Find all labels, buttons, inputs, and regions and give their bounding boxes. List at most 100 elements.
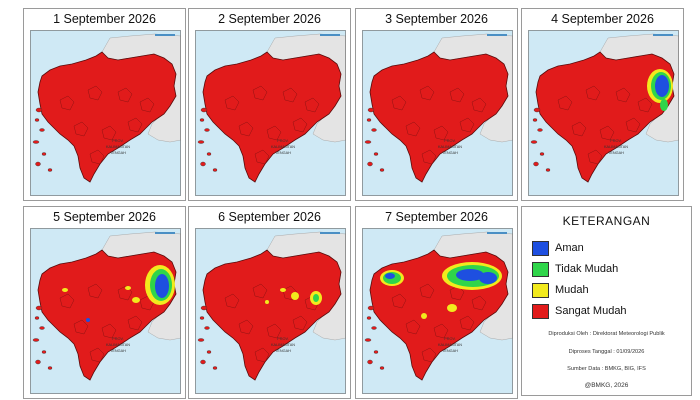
island [199,316,205,320]
legend-label: Tidak Mudah [555,263,619,275]
map-frame [528,30,679,196]
district-boundary [73,319,89,335]
map-panel-day-3: 3 September 2026 PROV. KALIMANTAN TENGAH [355,8,518,201]
map-frame [30,228,181,394]
district-boundary [87,283,103,299]
island [47,168,53,172]
district-boundary [266,323,282,339]
map-frame [195,228,346,394]
risk-patch [660,99,668,111]
province-label: TENGAH [442,349,458,353]
province-label: PROV. [112,337,123,341]
district-boundary [59,293,75,309]
province-land [37,249,177,381]
district-boundary [59,95,75,111]
island [34,118,40,122]
fire-risk-map: PROV. KALIMANTAN TENGAH [30,30,181,196]
island [373,350,379,354]
district-boundary [224,95,240,111]
island [35,359,41,365]
district-boundary [139,295,155,311]
district-boundary [101,323,117,339]
risk-patch [86,318,90,322]
legend-title: KETERANGAN [562,214,651,228]
legend-panel: KETERANGAN Aman Tidak Mudah Mudah Sangat… [521,206,692,396]
legend-swatch [532,303,549,319]
district-boundary [127,117,143,133]
district-boundary [557,95,573,111]
province-label: PROV. [277,337,288,341]
risk-patch [421,313,427,319]
island [197,338,205,342]
risk-patch [456,269,484,281]
province-label: KALIMANTAN [271,343,295,347]
district-boundary [433,323,449,339]
island [367,107,375,113]
river-line [155,232,175,234]
district-boundary [471,97,487,113]
province-label: TENGAH [275,349,291,353]
map-frame [30,30,181,196]
legend-item-tidak-mudah: Tidak Mudah [532,261,618,277]
province-label: PROV. [444,337,455,341]
district-boundary [405,319,421,335]
island [34,316,40,320]
district-boundary [405,121,421,137]
fire-risk-map: PROV. KALIMANTAN TENGAH [362,30,513,196]
island [532,118,538,122]
island [533,161,539,167]
island [200,305,208,311]
district-boundary [89,347,105,363]
map-panel-day-2: 2 September 2026 PROV. KALIMANTAN TENGAH [188,8,351,201]
legend-item-sangat-mudah: Sangat Mudah [532,303,627,319]
district-boundary [459,315,475,331]
island [364,338,372,342]
risk-patch [62,288,68,292]
province-label: TENGAH [608,151,624,155]
district-boundary [252,283,268,299]
district-boundary [87,85,103,101]
district-boundary [585,85,601,101]
district-boundary [304,97,320,113]
island [539,152,545,156]
island [367,305,375,311]
province-label: KALIMANTAN [106,343,130,347]
district-boundary [292,117,308,133]
risk-patch [385,273,395,279]
district-boundary [421,149,437,165]
district-boundary [571,121,587,137]
island [35,107,43,113]
river-line [653,34,673,36]
island [537,128,543,132]
risk-patch [447,304,457,312]
province-land [535,51,675,183]
district-boundary [419,85,435,101]
island [32,338,40,342]
risk-patch [655,75,669,97]
risk-patch [313,294,319,302]
panel-title: 1 September 2026 [53,12,156,26]
river-line [320,34,340,36]
fire-risk-map: PROV. KALIMANTAN TENGAH [195,30,346,196]
district-boundary [459,117,475,133]
panel-title: 6 September 2026 [218,210,321,224]
risk-patch [280,288,286,292]
island [367,359,373,365]
producer-note: Diproduksi Oleh : Direktorat Meteorologi… [548,331,665,337]
data-source: Sumber Data : BMKG, BIG, IFS [567,366,646,372]
island [212,168,218,172]
island [366,118,372,122]
district-boundary [282,87,298,103]
island [200,107,208,113]
map-frame [362,228,513,394]
district-boundary [587,149,603,165]
district-boundary [252,85,268,101]
risk-patch [479,272,497,284]
island [366,316,372,320]
district-boundary [238,319,254,335]
district-boundary [139,97,155,113]
legend-label: Mudah [555,284,589,296]
risk-patch [132,297,140,303]
province-land [202,51,342,183]
